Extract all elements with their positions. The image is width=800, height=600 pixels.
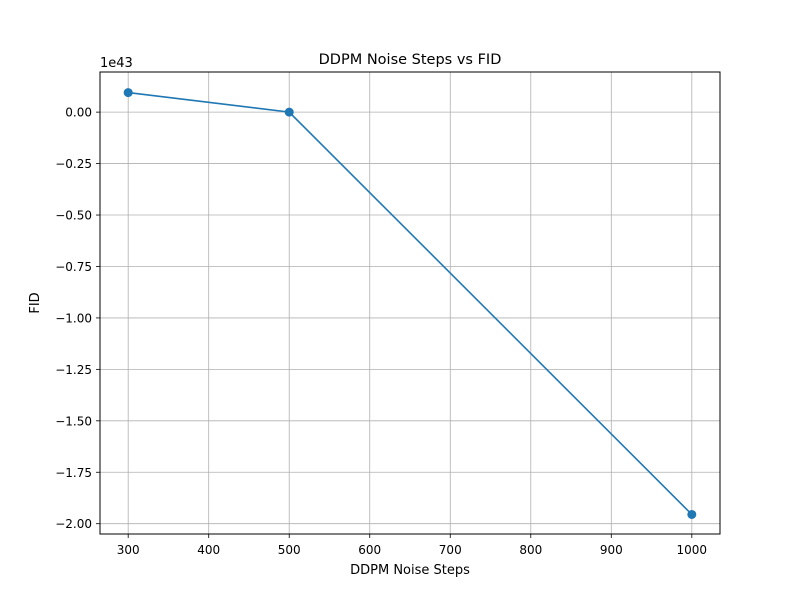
x-tick-label: 500: [278, 543, 301, 557]
x-tick-label: 900: [600, 543, 623, 557]
x-axis-label: DDPM Noise Steps: [350, 563, 470, 578]
data-point-marker: [687, 509, 697, 519]
x-tick-label: 1000: [677, 543, 708, 557]
data-point-marker: [284, 107, 294, 117]
y-tick-label: −1.25: [55, 363, 92, 377]
chart-title: DDPM Noise Steps vs FID: [319, 52, 502, 68]
x-tick-label: 400: [197, 543, 220, 557]
data-series: [123, 88, 697, 519]
x-tick-label: 800: [519, 543, 542, 557]
y-tick-label: −2.00: [55, 517, 92, 531]
y-axis-ticks: 0.00 −0.25 −0.50 −0.75 −1.00 −1.25 −1.50 −1.75 −…: [55, 106, 100, 531]
y-axis-label: FID: [28, 292, 43, 313]
y-tick-label: −0.50: [55, 209, 92, 223]
grid-lines: [100, 72, 720, 534]
y-axis-offset-label: 1e43: [100, 56, 133, 71]
y-tick-label: −1.00: [55, 311, 92, 325]
y-tick-label: −1.75: [55, 466, 92, 480]
y-tick-label: 0.00: [65, 106, 92, 120]
y-tick-label: −0.25: [55, 157, 92, 171]
x-axis-ticks: 300 400 500 600 700 800 900 1000: [117, 534, 707, 557]
x-tick-label: 300: [117, 543, 140, 557]
y-tick-label: −1.50: [55, 414, 92, 428]
data-point-marker: [123, 88, 133, 98]
x-tick-label: 700: [439, 543, 462, 557]
axes-frame: [99, 71, 721, 535]
y-tick-label: −0.75: [55, 260, 92, 274]
x-tick-label: 600: [358, 543, 381, 557]
